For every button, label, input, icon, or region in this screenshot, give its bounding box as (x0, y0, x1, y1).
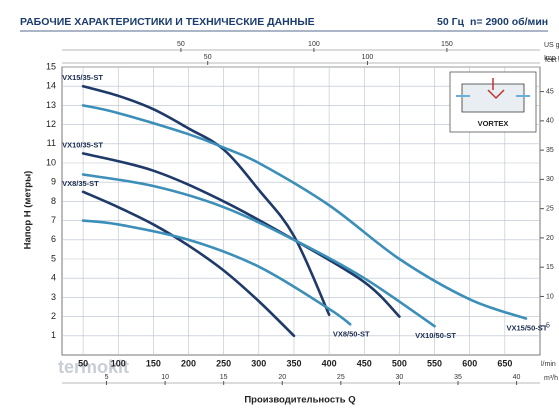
inset-label: VORTEX (478, 119, 509, 128)
extra-axis-tick-label: 25 (337, 374, 345, 381)
y2-tick-label: 25 (546, 206, 554, 213)
extra-axis-unit: m³/h (544, 375, 558, 382)
series-label: VX8/50-ST (333, 329, 370, 338)
extra-axis-tick-label: 40 (513, 374, 521, 381)
x-tick-label: 300 (251, 358, 266, 368)
extra-axis-unit: Imp gpm (544, 55, 559, 62)
series-label: VX15/35-ST (62, 73, 103, 82)
curve (81, 173, 436, 328)
extra-axis-tick-label: 10 (161, 374, 169, 381)
curve (81, 104, 528, 320)
y2-tick-label: 10 (546, 293, 554, 300)
series-label: VX10/35-ST (62, 140, 103, 149)
frequency: 50 Гц (437, 16, 465, 28)
extra-axis-tick-label: 5 (105, 374, 109, 381)
extra-axis-tick-label: 150 (441, 41, 453, 48)
y-tick-label: 9 (51, 177, 56, 187)
y-tick-label: 2 (51, 311, 56, 321)
y2-tick-label: 5 (546, 323, 550, 330)
x-tick-label: 450 (357, 358, 372, 368)
x-tick-label: 400 (322, 358, 337, 368)
y-tick-label: 14 (46, 81, 56, 91)
y2-unit: feet (545, 57, 557, 64)
y2-tick-label: 40 (546, 118, 554, 125)
curve (81, 152, 401, 318)
y-axis-label: Напор H (метры) (23, 171, 34, 250)
x-tick-label: 200 (181, 358, 196, 368)
y-tick-label: 1 (51, 330, 56, 340)
extra-axis-tick-label: 50 (177, 41, 185, 48)
x-tick-label: 350 (286, 358, 301, 368)
curve (81, 219, 352, 326)
y2-tick-label: 30 (546, 176, 554, 183)
x-tick-label: 500 (392, 358, 407, 368)
y-tick-label: 5 (51, 253, 56, 263)
inset: VORTEX (449, 71, 537, 133)
x-tick-label: 650 (497, 358, 512, 368)
y-tick-label: 11 (47, 138, 56, 148)
y-tick-label: 13 (46, 100, 56, 110)
y-tick-label: 4 (51, 273, 56, 283)
y2-tick-label: 45 (546, 88, 554, 95)
x-unit: l/min (541, 361, 556, 368)
x-tick-label: 150 (146, 358, 161, 368)
curve (81, 84, 331, 316)
curve (81, 190, 296, 338)
extra-axis-tick-label: 15 (220, 374, 228, 381)
y-tick-label: 10 (46, 157, 56, 167)
x-axis-label: Производительность Q (244, 395, 355, 406)
x-tick-label: 600 (462, 358, 477, 368)
y2-tick-label: 35 (546, 147, 554, 154)
series-label: VX8/35-ST (62, 179, 99, 188)
y-tick-label: 15 (46, 61, 56, 71)
chart-title: РАБОЧИЕ ХАРАКТЕРИСТИКИ И ТЕХНИЧЕСКИЕ ДАН… (20, 16, 315, 28)
y-tick-label: 3 (51, 292, 56, 302)
y-tick-label: 8 (51, 196, 56, 206)
pump-body (461, 83, 525, 113)
extra-axis-unit: US gpm (544, 42, 559, 49)
speed: n= 2900 об/мин (470, 16, 548, 28)
y-tick-label: 7 (51, 215, 56, 225)
series-label: VX10/50-ST (415, 331, 456, 340)
y-tick-label: 6 (51, 234, 56, 244)
series-label: VX15/50-ST (507, 324, 548, 333)
x-tick-label: 50 (78, 358, 88, 368)
extra-axis-tick-label: 100 (362, 54, 374, 61)
x-tick-label: 550 (427, 358, 442, 368)
impeller (487, 78, 505, 100)
extra-axis-tick-label: 35 (454, 374, 462, 381)
extra-axis-tick-label: 100 (308, 41, 320, 48)
y2-tick-label: 20 (546, 235, 554, 242)
extra-axis-tick-label: 30 (396, 374, 404, 381)
y2-tick-label: 15 (546, 264, 554, 271)
extra-axis-tick-label: 50 (204, 54, 212, 61)
y-tick-label: 12 (46, 119, 56, 129)
x-tick-label: 100 (111, 358, 126, 368)
extra-axis-tick-label: 20 (278, 374, 286, 381)
x-tick-label: 250 (216, 358, 231, 368)
watermark: termokit (58, 357, 129, 377)
